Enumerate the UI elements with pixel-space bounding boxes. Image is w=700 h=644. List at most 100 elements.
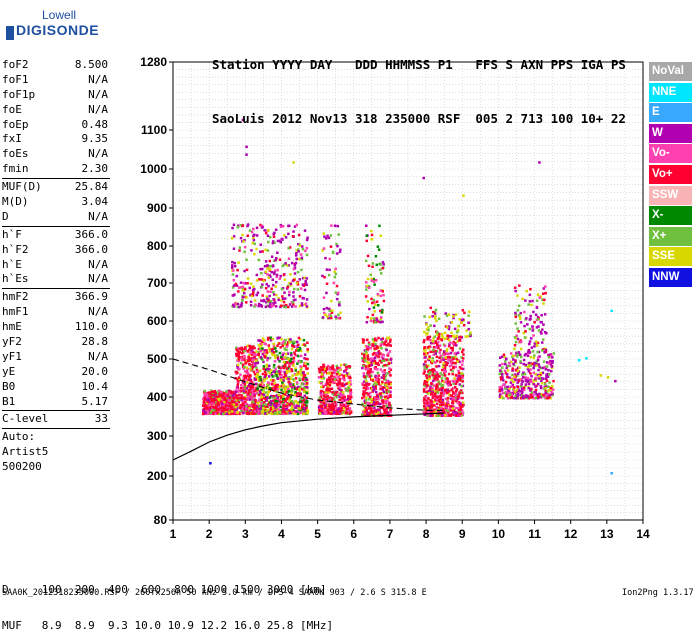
echo-point: [297, 405, 301, 408]
echo-point: [342, 384, 345, 388]
echo-point: [323, 412, 327, 415]
echo-point: [336, 252, 339, 255]
echo-point: [543, 382, 547, 386]
param-name: foF2: [2, 58, 29, 71]
echo-point: [449, 394, 452, 397]
echo-point: [505, 394, 508, 398]
echo-point: [440, 384, 443, 388]
echo-point: [282, 376, 286, 379]
echo-point: [376, 320, 380, 323]
echo-point: [226, 412, 230, 416]
echo-point: [432, 346, 436, 349]
echo-point: [298, 372, 301, 375]
echo-point: [271, 278, 274, 281]
echo-point: [266, 381, 270, 384]
param-value: 2.30: [81, 162, 109, 176]
echo-point: [541, 328, 544, 331]
echo-point: [439, 394, 442, 398]
echo-point: [271, 375, 274, 378]
echo-point: [282, 360, 286, 364]
echo-point: [302, 373, 306, 376]
echo-point: [272, 351, 276, 354]
distance-row: D 100 200 400 600 800 1000 1500 3000 [km…: [2, 583, 327, 596]
echo-point: [299, 393, 302, 396]
echo-point: [227, 399, 231, 402]
echo-point: [323, 276, 326, 279]
echo-point: [243, 269, 246, 273]
echo-point: [531, 329, 534, 332]
echo-point: [337, 380, 340, 383]
echo-point: [426, 346, 430, 349]
echo-point: [439, 354, 443, 357]
echo-point: [296, 348, 300, 351]
echo-point: [426, 406, 430, 410]
echo-point: [243, 385, 247, 388]
echo-point: [242, 381, 246, 385]
echo-point: [343, 395, 346, 399]
echo-point: [240, 358, 244, 362]
echo-point: [329, 366, 332, 369]
echo-point: [261, 267, 264, 271]
echo-point: [282, 300, 286, 304]
echo-point: [297, 346, 300, 350]
echo-point: [304, 376, 308, 380]
echo-point: [202, 412, 205, 416]
echo-point: [318, 412, 322, 415]
echo-point: [234, 409, 237, 413]
echo-point: [340, 373, 344, 377]
echo-point: [264, 405, 267, 408]
echo-point: [452, 410, 455, 414]
echo-point: [441, 365, 445, 368]
echo-point: [244, 359, 247, 363]
echo-point: [237, 290, 240, 293]
echo-point: [363, 353, 366, 357]
echo-point: [300, 302, 304, 305]
param-value: 366.0: [74, 227, 108, 241]
echo-point: [523, 372, 527, 376]
echo-point: [292, 412, 295, 415]
echo-point: [454, 397, 458, 400]
echo-point: [527, 363, 531, 366]
echo-point: [509, 360, 513, 364]
echo-point: [280, 287, 284, 291]
echo-point: [249, 367, 252, 371]
echo-point: [333, 401, 336, 404]
echo-point: [375, 410, 379, 413]
echo-point: [371, 378, 374, 381]
param-value: N/A: [88, 349, 108, 363]
echo-point: [266, 396, 269, 399]
echo-point: [334, 272, 338, 276]
echo-point: [277, 393, 280, 397]
echo-point: [437, 406, 440, 410]
echo-point: [236, 268, 239, 272]
echo-point: [220, 393, 223, 396]
echo-point: [365, 367, 368, 371]
echo-point: [379, 413, 382, 417]
echo-point: [214, 392, 217, 396]
echo-point: [251, 400, 255, 404]
echo-point: [250, 249, 253, 252]
echo-point: [426, 336, 429, 339]
echo-point: [433, 408, 436, 412]
echo-point: [460, 318, 464, 322]
echo-point: [248, 398, 251, 401]
echo-point: [294, 367, 297, 370]
echo-point: [248, 344, 251, 348]
echo-point: [331, 378, 334, 381]
echo-point: [340, 384, 344, 387]
echo-point: [380, 356, 384, 359]
echo-point: [288, 293, 291, 297]
echo-point: [542, 393, 545, 397]
echo-point: [335, 396, 338, 399]
echo-point: [274, 411, 277, 415]
echo-point: [238, 377, 241, 381]
echo-point: [337, 313, 340, 317]
echo-point: [216, 390, 219, 394]
echo-point: [361, 352, 364, 356]
echo-point: [329, 405, 333, 408]
echo-point: [441, 373, 444, 377]
echo-point: [209, 392, 212, 396]
echo-point: [292, 402, 296, 405]
echo-point: [276, 386, 279, 389]
echo-point: [239, 390, 243, 393]
